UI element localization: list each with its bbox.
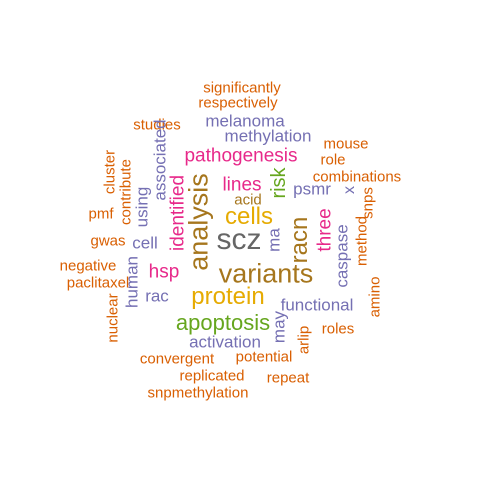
word-psmr: psmr — [293, 179, 331, 199]
word-repeat: repeat — [266, 369, 310, 387]
word-caspase: caspase — [332, 224, 352, 288]
word-amino: amino — [366, 276, 384, 318]
word-activation: activation — [189, 332, 261, 352]
word-variants: variants — [218, 258, 314, 289]
word-gwas: gwas — [90, 232, 126, 250]
word-significantly: significantly — [203, 79, 281, 97]
word-arlip: arlip — [295, 325, 313, 355]
word-associated: associated — [150, 119, 170, 201]
word-analysis: analysis — [183, 173, 214, 271]
word-mouse: mouse — [323, 135, 369, 153]
word-x: x — [341, 186, 358, 194]
word-potential: potential — [235, 348, 293, 366]
word-racn: racn — [286, 216, 313, 264]
word-nuclear: nuclear — [104, 293, 122, 343]
word-cell: cell — [132, 233, 158, 253]
word-functional: functional — [280, 295, 354, 315]
word-ma: ma — [264, 228, 284, 252]
word-cluster: cluster — [101, 149, 119, 195]
word-may: may — [269, 310, 289, 344]
word-apoptosis: apoptosis — [175, 310, 271, 335]
word-snpmethylation: snpmethylation — [147, 384, 249, 402]
word-convergent: convergent — [139, 350, 215, 368]
word-roles: roles — [321, 320, 355, 338]
word-acid: acid — [234, 191, 262, 209]
word-method: method — [353, 215, 371, 267]
word-pathogenesis: pathogenesis — [184, 145, 298, 167]
word-cells: cells — [224, 203, 274, 230]
word-risk: risk — [268, 167, 290, 199]
word-melanoma: melanoma — [205, 111, 285, 131]
word-combinations: combinations — [312, 168, 402, 186]
word-hsp: hsp — [148, 261, 180, 283]
word-respectively: respectively — [198, 94, 278, 112]
word-scz: scz — [216, 223, 262, 256]
word-rac: rac — [145, 286, 169, 306]
word-methylation: methylation — [224, 126, 312, 146]
word-lines: lines — [222, 174, 262, 196]
word-using: using — [132, 186, 152, 228]
word-role: role — [320, 151, 346, 169]
word-studies: studies — [133, 116, 181, 134]
word-pmf: pmf — [88, 205, 114, 223]
word-replicated: replicated — [179, 367, 245, 385]
word-protein: protein — [191, 283, 265, 310]
word-paclitaxel: paclitaxel — [66, 274, 130, 292]
word-contribute: contribute — [117, 159, 135, 225]
word-snps: snps — [359, 187, 377, 219]
word-negative: negative — [59, 257, 117, 275]
